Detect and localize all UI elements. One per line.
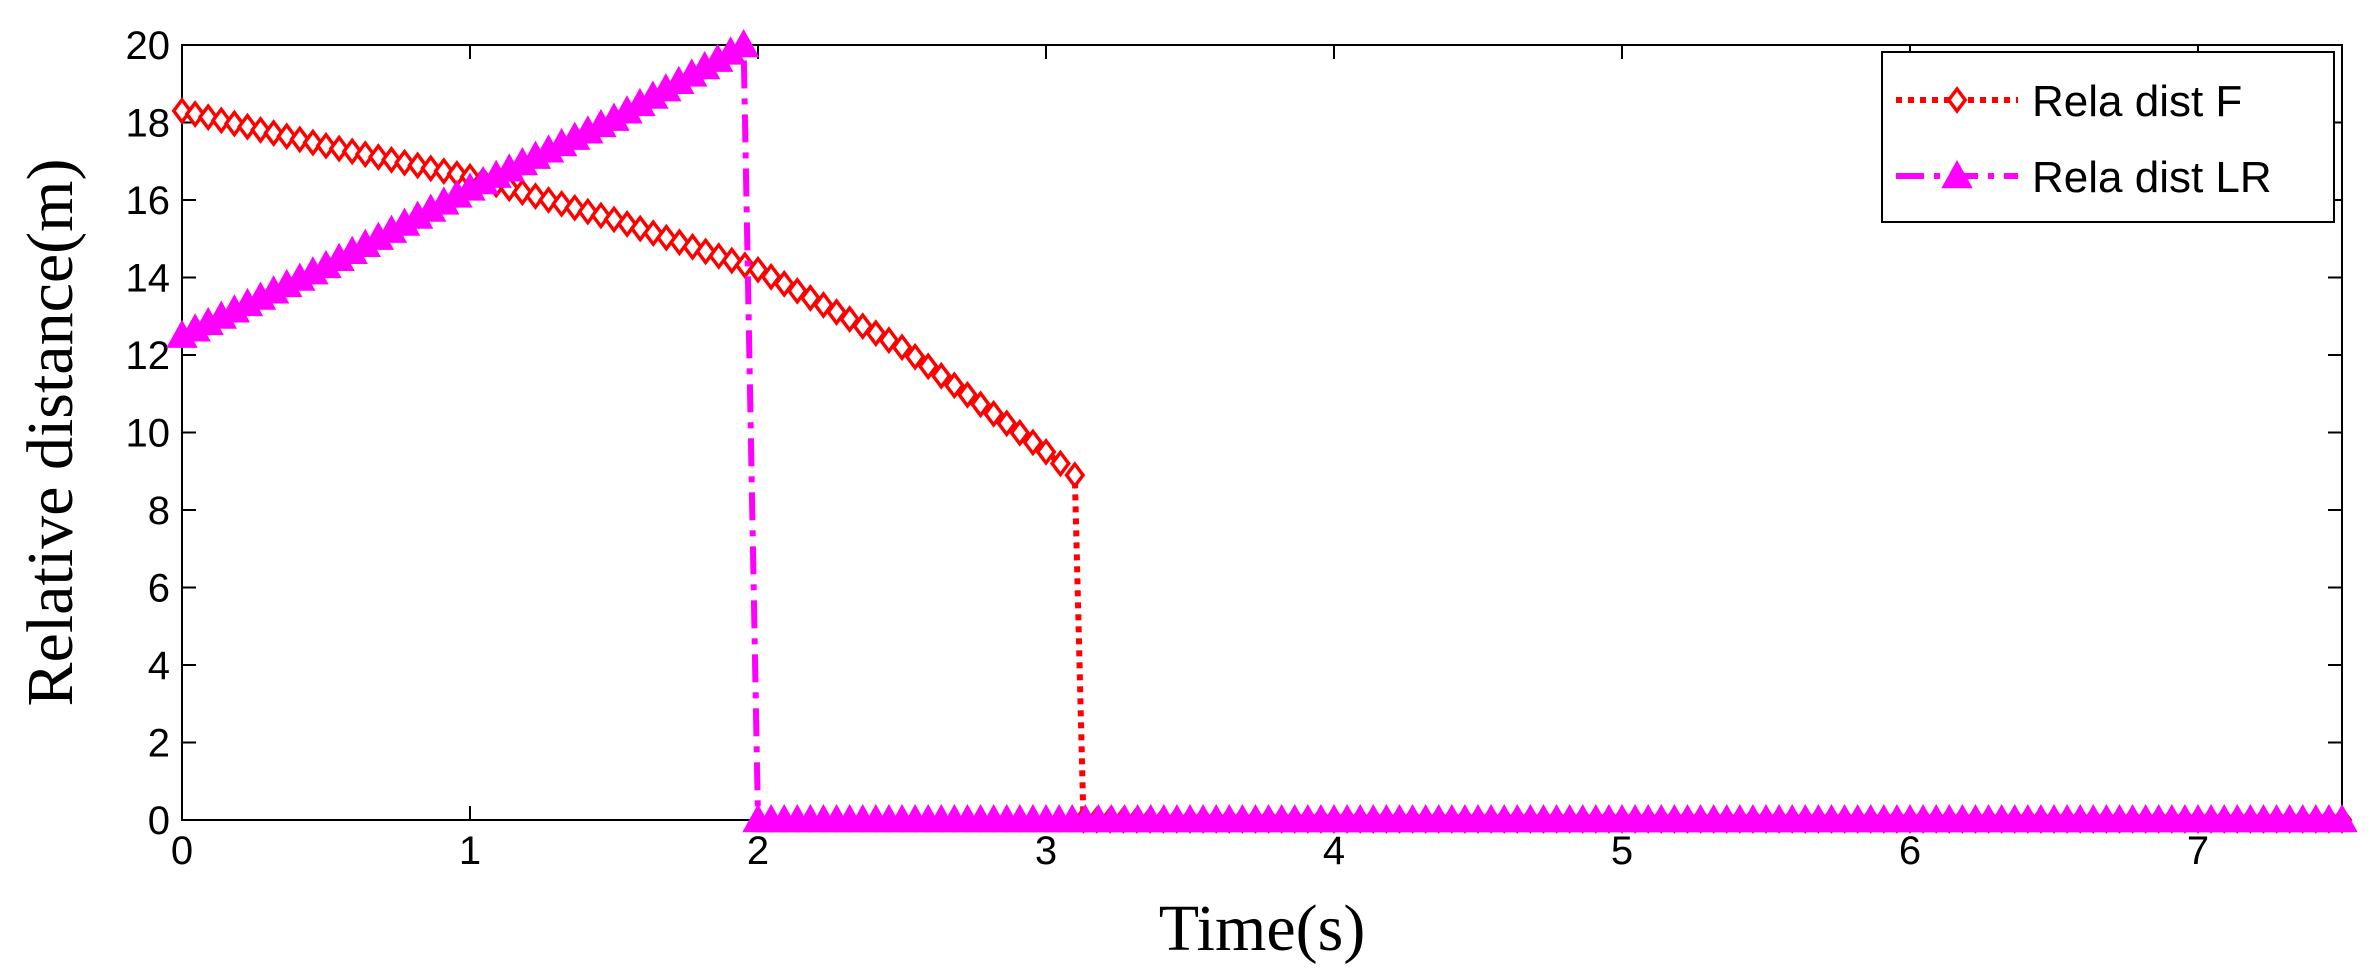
data-point [983, 399, 1005, 428]
data-point [302, 128, 324, 157]
data-point [237, 112, 258, 141]
data-point [263, 119, 285, 147]
x-tick-label: 7 [2187, 829, 2209, 873]
data-point [1035, 437, 1057, 466]
series-layer [166, 28, 2358, 834]
series-rela-dist-lr [166, 28, 2358, 833]
x-axis-title: Time(s) [1159, 892, 1366, 965]
y-tick-label: 10 [126, 412, 171, 456]
data-point [1049, 449, 1071, 478]
x-tick-label: 2 [747, 829, 769, 873]
data-point [1064, 461, 1086, 490]
data-point [996, 409, 1018, 438]
data-point [891, 333, 913, 362]
data-point [433, 157, 455, 186]
y-tick-label: 18 [126, 102, 171, 146]
x-tick-label: 1 [459, 829, 481, 873]
data-point [930, 361, 952, 390]
data-point [1009, 418, 1031, 447]
y-tick-label: 4 [148, 644, 170, 688]
legend-box [1881, 51, 2335, 223]
data-point [970, 390, 991, 419]
data-point [223, 109, 245, 138]
y-axis-title: Relative distance(m) [14, 159, 87, 707]
x-tick-label: 4 [1323, 829, 1345, 873]
x-tick-label: 0 [171, 829, 193, 873]
data-point [917, 352, 939, 381]
legend-marker [1946, 86, 1968, 114]
data-point [957, 380, 978, 409]
data-point [197, 103, 219, 132]
y-axis-ticks: 0 2 4 6 8 10 12 14 16 18 20 [126, 24, 2342, 843]
x-tick-label: 6 [1899, 829, 1921, 873]
legend-label: Rela dist LR [2032, 153, 2272, 202]
x-tick-label: 5 [1611, 829, 1633, 873]
y-tick-label: 16 [126, 179, 171, 223]
data-point [184, 100, 206, 128]
y-tick-label: 14 [126, 257, 171, 301]
data-point [2326, 803, 2358, 833]
y-tick-label: 12 [126, 334, 171, 378]
y-tick-label: 2 [148, 722, 170, 766]
data-point [315, 131, 337, 160]
data-point [354, 140, 376, 169]
data-point [210, 106, 232, 135]
y-tick-label: 20 [126, 24, 171, 68]
data-point [381, 145, 402, 174]
data-point [367, 143, 389, 171]
data-point [250, 115, 271, 144]
data-point [394, 148, 415, 177]
data-point [276, 122, 298, 151]
data-point [727, 28, 760, 58]
data-point [1022, 428, 1044, 457]
y-tick-label: 0 [148, 799, 170, 843]
legend: Rela dist F Rela dist LR [1881, 51, 2335, 223]
data-point [289, 125, 311, 154]
y-tick-label: 6 [148, 567, 170, 611]
data-point [328, 134, 350, 163]
data-point [341, 137, 363, 166]
x-tick-label: 3 [1035, 829, 1057, 873]
legend-label: Rela dist F [2032, 77, 2242, 126]
legend-marker [1941, 159, 1973, 189]
data-point [171, 96, 193, 125]
data-point [407, 151, 429, 180]
data-point [904, 342, 926, 371]
data-point [943, 371, 965, 400]
y-tick-label: 8 [148, 489, 170, 533]
data-point [420, 154, 442, 183]
